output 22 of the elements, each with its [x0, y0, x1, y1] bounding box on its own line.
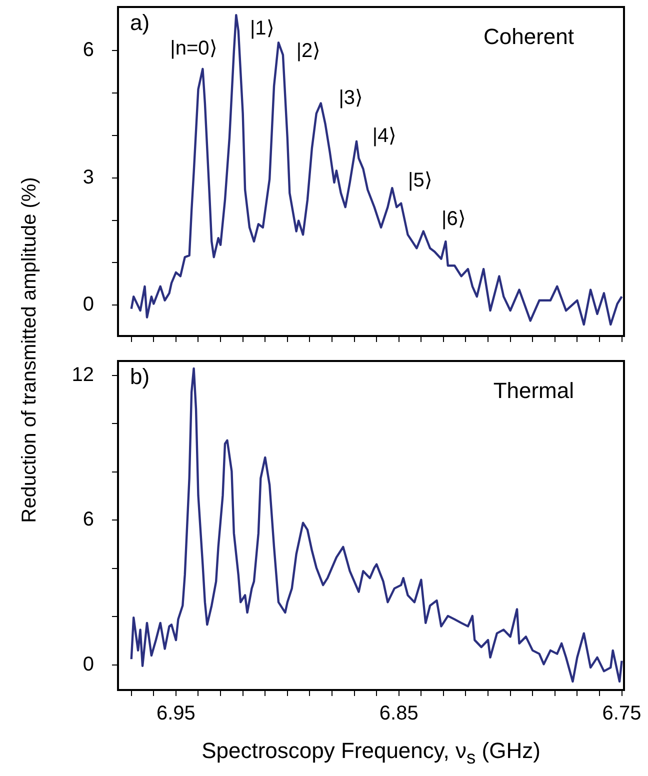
- annotation: |3⟩: [338, 86, 364, 109]
- x-axis-title: Spectroscopy Frequency, ν$_{s}$ (GHz): [200, 738, 542, 768]
- y-tick-label: 0: [82, 653, 94, 676]
- y-tick-label: 12: [72, 364, 94, 386]
- annotation: |4⟩: [372, 124, 397, 147]
- text: Coherent: [483, 24, 574, 50]
- x-tick-label: 6.95: [156, 702, 196, 725]
- y-tick-label: 6: [82, 39, 94, 62]
- y-tick-label: 0: [82, 294, 94, 316]
- annotation: |1⟩: [250, 18, 274, 40]
- x-tick-label: 6.85: [379, 702, 418, 725]
- y-tick-label: 3: [82, 166, 94, 188]
- x-tick-label: 6.75: [602, 702, 642, 725]
- y-tick-label: 6: [82, 508, 94, 531]
- text: Thermal: [493, 378, 574, 404]
- annotation: |6⟩: [442, 208, 466, 230]
- annotation: |n=0⟩: [170, 37, 218, 60]
- y-axis-title: Reduction of transmitted amplitude (%): [18, 177, 42, 523]
- annotation: b): [130, 364, 150, 390]
- annotation: a): [130, 10, 150, 36]
- annotation: |2⟩: [296, 40, 321, 62]
- annotation: |5⟩: [408, 170, 432, 192]
